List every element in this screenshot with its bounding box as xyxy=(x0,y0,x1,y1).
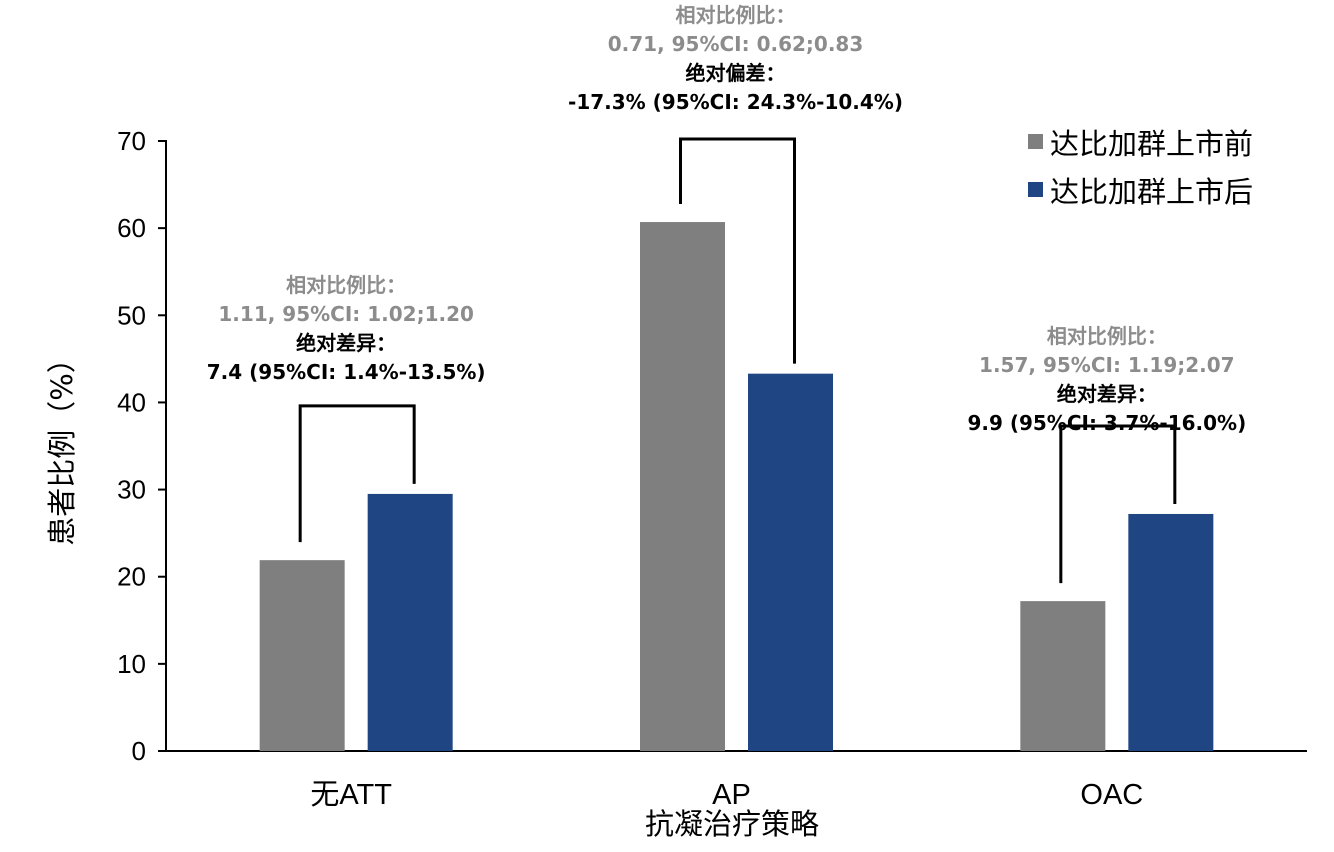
comparison-bracket xyxy=(679,137,796,364)
y-tick-label: 50 xyxy=(117,300,146,330)
y-axis-label: 患者比例（%） xyxy=(45,344,79,546)
x-tick-labels: 无ATT AP OAC xyxy=(310,779,1143,811)
bar xyxy=(1128,513,1214,751)
y-tick-label: 70 xyxy=(117,126,146,156)
annotations: 相对比例比： 1.11, 95%CI: 1.02;1.20 绝对差异： 7.4 (95… xyxy=(207,3,1246,435)
comparison-bracket xyxy=(1059,424,1177,584)
bar xyxy=(1020,601,1106,751)
x-tick-label: OAC xyxy=(1080,779,1143,811)
annotation-line: -17.3% (95%CI: 24.3%-10.4%) xyxy=(568,90,903,114)
y-tick-label: 0 xyxy=(132,736,146,766)
annotation-line: 绝对偏差： xyxy=(686,61,786,85)
bars xyxy=(259,222,1214,752)
bar xyxy=(367,493,453,751)
annotation-line: 绝对差异： xyxy=(296,331,396,355)
x-tick-label: AP xyxy=(712,779,751,811)
annotation-line: 相对比例比： xyxy=(676,3,796,27)
bar xyxy=(640,222,725,752)
annotation-line: 1.57, 95%CI: 1.19;2.07 xyxy=(979,353,1235,377)
annotation-line: 0.71, 95%CI: 0.62;0.83 xyxy=(608,32,864,56)
x-axis-label: 抗凝治疗策略 xyxy=(645,808,819,841)
x-tick-label: 无ATT xyxy=(310,779,392,811)
legend-label: 达比加群上市前 xyxy=(1050,127,1253,161)
comparison-bracket xyxy=(298,404,416,543)
legend-swatch xyxy=(1028,134,1043,149)
y-tick-label: 60 xyxy=(117,213,146,243)
y-tick-label: 20 xyxy=(117,562,146,592)
y-tick-label: 30 xyxy=(117,475,146,505)
bar xyxy=(748,373,833,751)
axes xyxy=(165,140,1307,752)
legend-swatch xyxy=(1028,182,1043,197)
y-tick-label: 10 xyxy=(117,649,146,679)
annotation-line: 9.9 (95%CI: 3.7%-16.0%) xyxy=(967,411,1246,435)
annotation-line: 相对比例比： xyxy=(1047,324,1167,348)
y-tick-label: 40 xyxy=(117,387,146,417)
brackets xyxy=(298,137,1177,584)
y-ticks: 0 10 20 30 40 50 60 70 xyxy=(117,126,166,766)
annotation-line: 7.4 (95%CI: 1.4%-13.5%) xyxy=(207,360,486,384)
bar xyxy=(259,560,345,751)
annotation-line: 绝对差异： xyxy=(1057,382,1157,406)
annotation-line: 1.11, 95%CI: 1.02;1.20 xyxy=(218,302,474,326)
legend-label: 达比加群上市后 xyxy=(1050,175,1253,209)
annotation-line: 相对比例比： xyxy=(286,273,406,297)
